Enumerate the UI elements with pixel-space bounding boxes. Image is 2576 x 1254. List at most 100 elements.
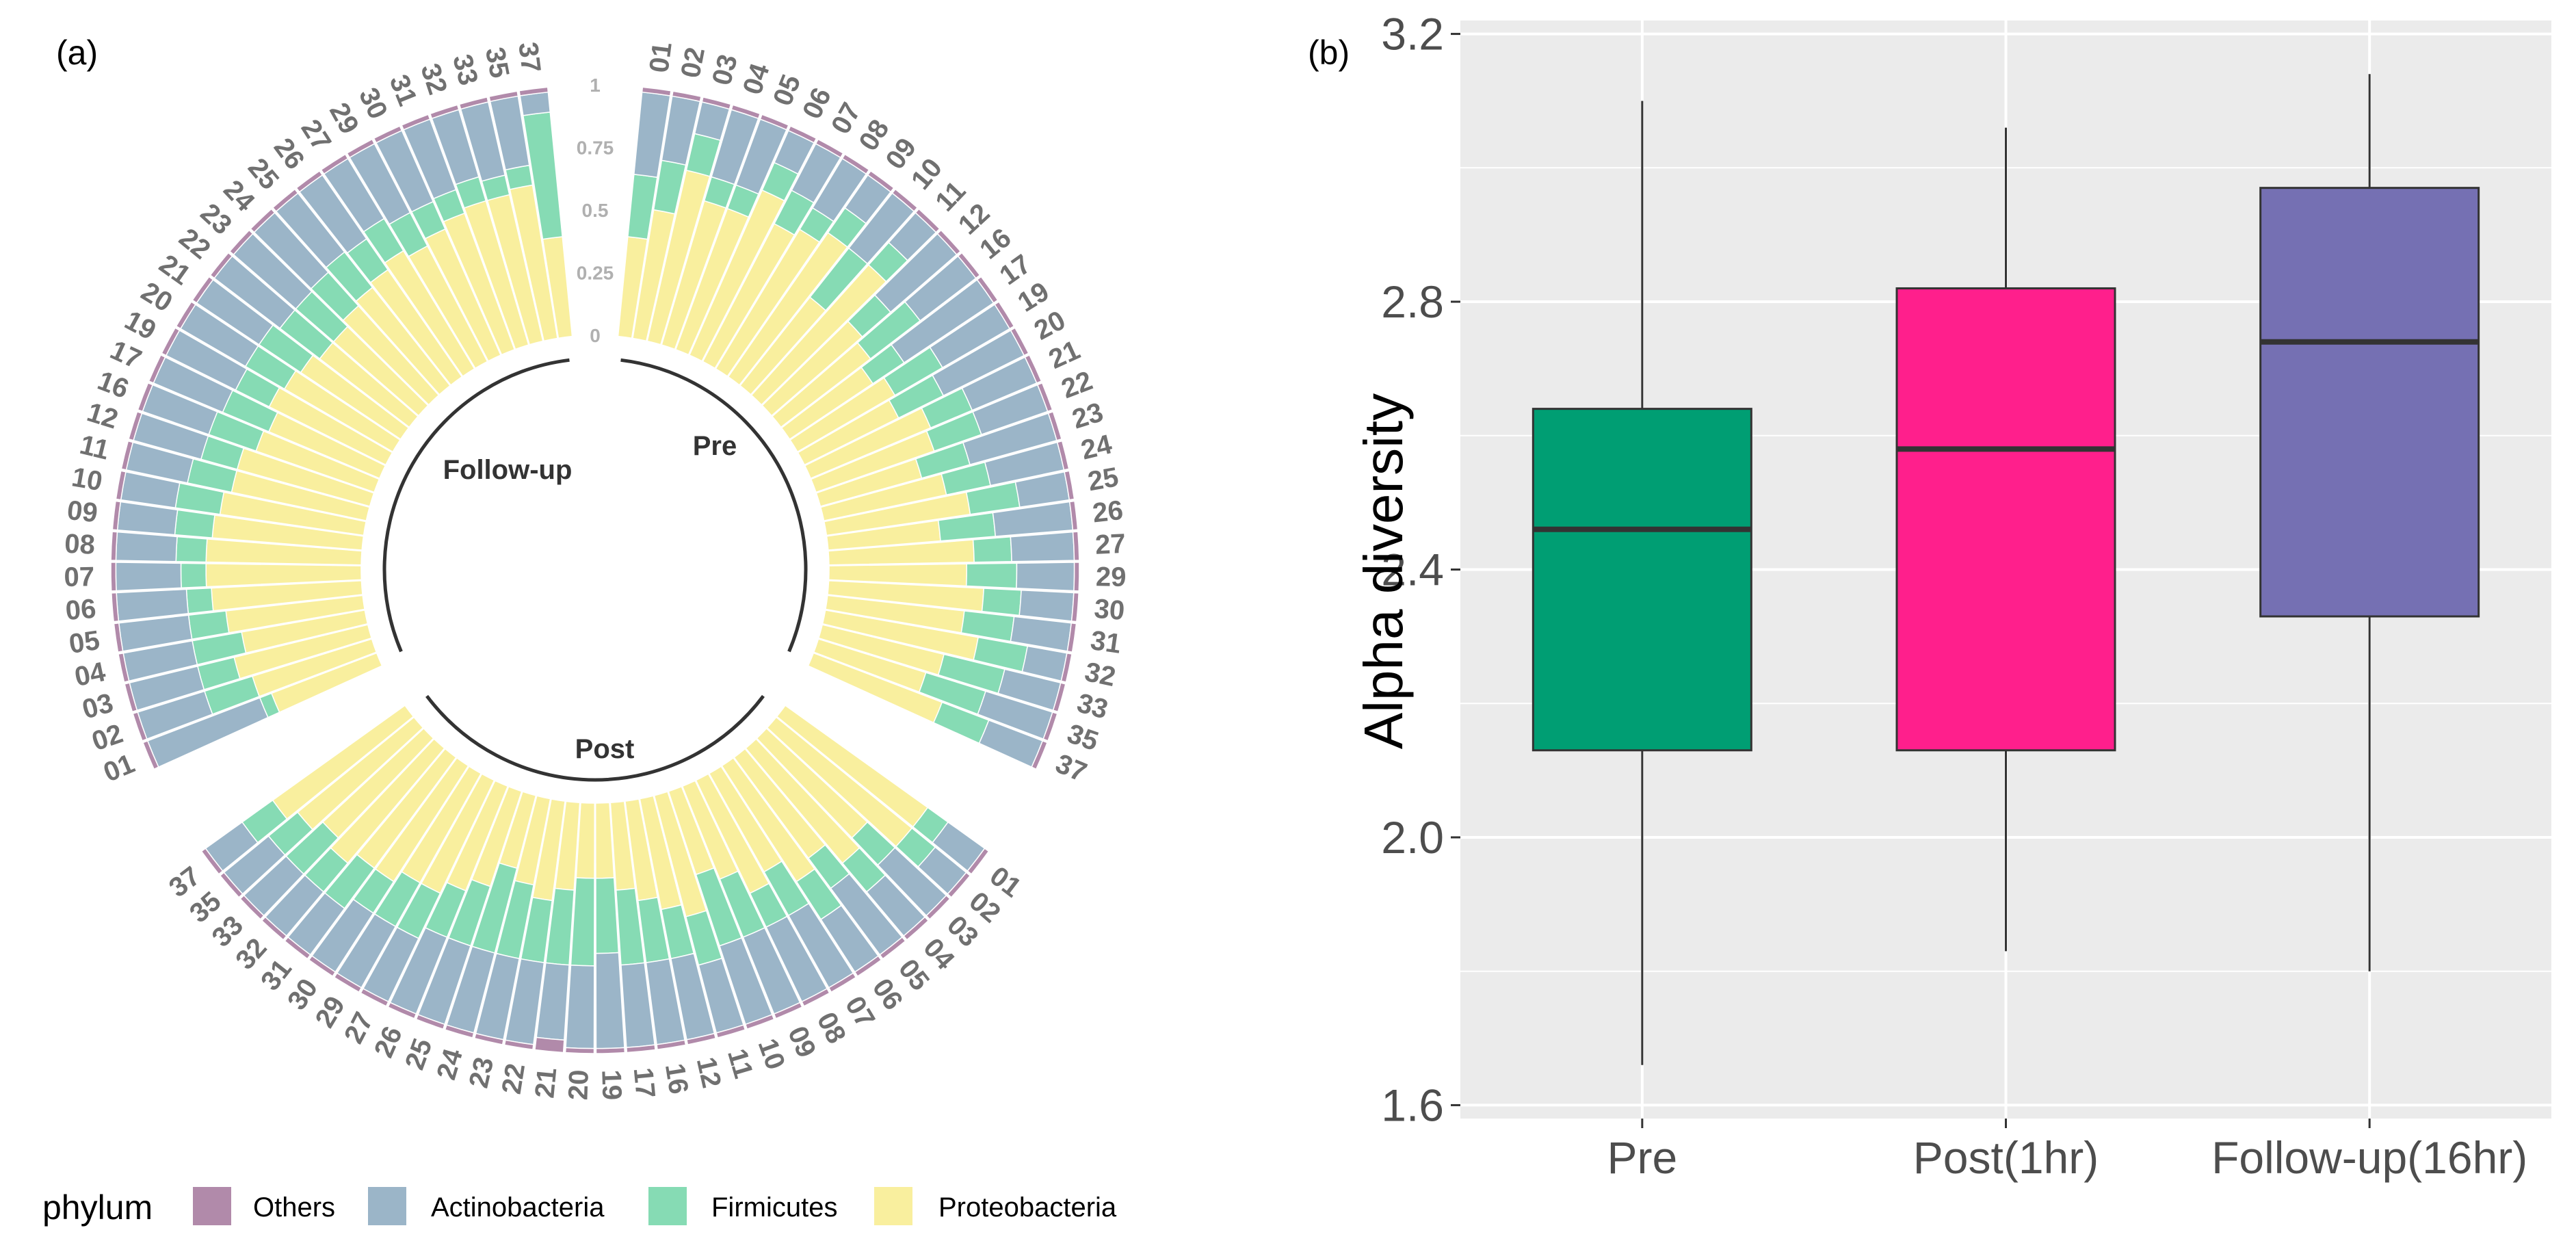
bar-segment-others [320,153,349,175]
group-label: Follow-up [443,455,573,485]
bar-segment-others [815,138,844,159]
bar-segment-others [128,410,143,441]
sample-tick-label: 11 [77,430,111,466]
bar-segment-others [867,170,895,193]
bar-segment-others [308,955,337,978]
legend-swatch-firmicutes [648,1187,687,1225]
bar-segment-others [641,86,672,96]
bar-segment-others [686,1032,717,1045]
bar-segment-firmicutes [595,877,620,954]
sample-tick-label: 05 [67,625,101,659]
bar-segment-others [429,104,460,120]
bar-segment-others [458,96,489,110]
bar-segment-others [1010,327,1029,356]
sample-tick-label: 29 [1096,562,1127,592]
sample-tick-label: 26 [1091,495,1125,529]
bar-segment-others [192,276,214,304]
sample-tick-label: 12 [691,1054,727,1090]
legend-swatch-others [193,1187,231,1225]
bar-segment-others [1060,652,1073,683]
group-arc [382,358,570,653]
sample-tick-label: 17 [628,1067,661,1099]
bar-segment-others [1072,531,1080,561]
bar-segment-others [841,153,870,175]
sample-tick-label: 19 [596,1069,627,1101]
sample-tick-label: 16 [659,1061,694,1096]
x-tick-label: Post(1hr) [1913,1132,2099,1183]
y-tick-label: 2.4 [1381,545,1444,595]
sample-tick-label: 33 [1074,688,1112,724]
circular-bar-chart: 0102030405060708091011121617192021222324… [64,40,1126,1101]
sample-tick-label: 37 [512,40,546,75]
bar-segment-others [209,252,233,279]
bar-segment-others [284,936,311,960]
bar-segment-others [387,1002,417,1019]
bar-segment-others [124,682,138,713]
bar-segment-others [175,301,196,330]
sample-tick-label: 22 [497,1061,531,1096]
y-tick-label: 2.0 [1381,812,1444,863]
sample-tick-label: 25 [1086,462,1120,497]
sample-tick-label: 03 [707,51,744,88]
bar-segment-others [488,90,519,103]
bar-segment-others [1052,682,1066,713]
bar-segment-others [295,170,324,193]
bar-segment-others [142,740,159,770]
sample-tick-label: 23 [1068,397,1107,434]
radial-axis-tick: 0.5 [582,200,609,221]
box [1532,408,1752,752]
bar-segment-others [1042,711,1058,742]
bar-segment-others [976,276,999,304]
bar-segment-others [715,1024,746,1039]
sample-tick-label: 09 [66,495,99,529]
sample-tick-label: 04 [72,657,108,692]
y-axis-title: Alpha diversity [1353,393,1414,749]
bar-segment-others [744,1014,775,1030]
legend-swatch-actinobacteria [368,1187,406,1225]
bar-segment-others [891,188,919,213]
legend-label-others: Others [253,1192,335,1223]
bar-segment-others [110,531,118,561]
bar-segment-others [200,848,224,875]
bar-segment-firmicutes [174,509,215,538]
bar-segment-firmicutes [981,588,1022,616]
bar-segment-others [787,125,817,144]
bar-segment-others [1066,622,1077,653]
x-tick-label: Pre [1607,1132,1677,1183]
bar-segment-firmicutes [180,562,207,589]
bar-segment-others [534,1036,565,1054]
bar-segment-firmicutes [185,587,214,614]
sample-tick-label: 20 [563,1069,594,1101]
bar-segment-others [473,1032,504,1045]
bar-segment-others [111,500,122,531]
bar-segment-others [118,652,130,683]
sample-tick-label: 21 [529,1067,562,1099]
bar-segment-firmicutes [965,562,1018,589]
bar-segment-others [967,848,990,875]
boxes [1532,74,2480,1065]
bar-segment-others [854,955,882,978]
y-tick-label: 3.2 [1381,9,1444,60]
legend-label-proteobacteria: Proteobacteria [938,1192,1117,1223]
bar-segment-others [219,872,244,898]
bar-segment-others [518,86,549,96]
sample-tick-label: 37 [1051,748,1091,788]
bar-segment-others [1064,470,1075,501]
bar-segment-others [228,229,254,256]
sample-tick-label: 10 [70,462,105,497]
radial-axis-tick: 0.75 [577,138,614,159]
bar-segment-others [148,354,166,384]
bar-segment-others [903,916,930,941]
x-tick-label: Follow-up(16hr) [2211,1132,2527,1183]
group-label: Pre [693,431,737,461]
box [2259,187,2480,618]
bar-segment-actinobacteria [115,562,182,592]
sample-tick-label: 32 [1082,657,1118,692]
group-arc [620,358,808,653]
bar-segment-actinobacteria [565,965,595,1049]
sample-tick-label: 06 [64,594,97,626]
bar-segment-others [1047,410,1062,441]
bar-segment-others [137,382,154,413]
bar-segment-actinobacteria [519,91,551,116]
